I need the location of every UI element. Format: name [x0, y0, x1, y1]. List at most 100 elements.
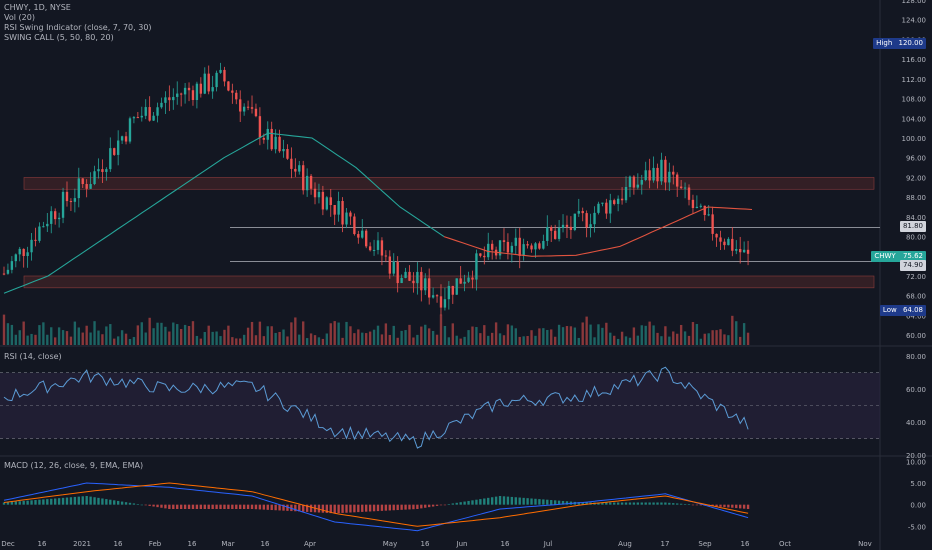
candle-body [168, 97, 171, 101]
moving-average-line-green [3, 132, 445, 294]
volume-bar [719, 329, 722, 345]
macd-histogram-bar [699, 504, 703, 506]
volume-bar [723, 334, 726, 345]
volume-bar [73, 321, 77, 345]
volume-bar [136, 325, 140, 345]
volume-bar [2, 314, 6, 345]
candle-body [152, 115, 155, 121]
macd-histogram-bar [207, 504, 210, 509]
volume-bar [250, 321, 254, 345]
volume-bar [530, 330, 533, 345]
macd-histogram-bar [676, 503, 679, 505]
candle-body [160, 102, 163, 108]
candle-body [93, 171, 96, 185]
volume-bar [140, 322, 143, 345]
volume-bar [475, 327, 478, 345]
volume-bar [510, 325, 514, 345]
volume-bar [113, 338, 116, 345]
candle-body [620, 198, 624, 201]
macd-histogram-bar [128, 502, 132, 505]
volume-bar [585, 316, 588, 345]
volume-bar [313, 335, 317, 345]
macd-histogram-bar [321, 504, 325, 513]
candle-body [353, 216, 356, 235]
candle-body [605, 202, 608, 214]
macd-histogram-bar [522, 497, 525, 505]
rsi-line [3, 366, 749, 449]
volume-bar [569, 326, 573, 345]
candle-body [172, 96, 175, 101]
macd-histogram-bar [731, 504, 734, 508]
volume-bar [14, 334, 17, 345]
volume-bar [672, 331, 675, 345]
macd-tick-label: -5.00 [908, 523, 926, 531]
volume-bar [624, 336, 628, 345]
candle-body [144, 107, 147, 116]
candle-body [250, 107, 254, 109]
time-tick-label: 16 [38, 540, 47, 548]
macd-histogram-bar [203, 504, 206, 509]
candle-body [384, 255, 388, 257]
high-value: 120.00 [898, 39, 924, 47]
time-tick-label: 16 [501, 540, 510, 548]
volume-bar [329, 323, 332, 345]
volume-bar [34, 334, 37, 345]
time-tick-label: Dec [1, 540, 15, 548]
macd-histogram-bar [687, 504, 691, 505]
price-tick-label: 60.00 [906, 332, 926, 340]
candle-body [380, 240, 384, 256]
candle-body [420, 271, 423, 291]
candle-body [219, 69, 222, 73]
volume-bar [577, 337, 580, 345]
macd-histogram-bar [616, 502, 620, 505]
macd-histogram-bar [270, 504, 273, 511]
macd-histogram-bar [412, 504, 415, 510]
candle-body [305, 175, 309, 191]
moving-average-line-red [443, 206, 753, 257]
macd-histogram-bar [148, 504, 151, 506]
candle-body [534, 243, 537, 250]
volume-bar [676, 333, 679, 345]
time-tick-label: 16 [188, 540, 197, 548]
volume-bar [160, 322, 163, 345]
low-badge: Low 64.08 [879, 305, 926, 316]
macd-histogram-bar [416, 504, 419, 509]
candle-body [498, 240, 502, 256]
macd-histogram-bar [609, 502, 612, 505]
volume-bar [463, 336, 466, 345]
price-tick-label: 72.00 [906, 273, 926, 281]
candle-body [471, 277, 474, 280]
volume-bar [632, 327, 636, 345]
volume-bar [239, 338, 242, 345]
volume-bar [69, 336, 73, 345]
macd-histogram-bar [557, 500, 561, 505]
volume-bar [203, 331, 206, 345]
volume-bar [502, 335, 506, 345]
macd-histogram-bar [577, 502, 580, 505]
candle-body [57, 217, 61, 220]
macd-histogram-bar [530, 498, 533, 505]
macd-histogram-bar [294, 504, 297, 512]
volume-bar [101, 334, 104, 345]
candle-body [215, 72, 218, 88]
candle-body [61, 191, 65, 218]
macd-histogram-bar [235, 504, 238, 509]
volume-bar [195, 335, 199, 345]
volume-bar [298, 334, 301, 345]
macd-histogram-bar [69, 497, 73, 505]
candle-body [640, 180, 643, 185]
candle-body [361, 230, 364, 238]
volume-bar [179, 329, 183, 345]
candle-body [388, 256, 391, 274]
volume-bar [325, 333, 329, 345]
volume-bar [93, 321, 96, 345]
rsi-tick-label: 60.00 [906, 386, 926, 394]
macd-histogram-bar [61, 497, 65, 505]
candle-body [337, 200, 340, 215]
candle-body [467, 277, 470, 282]
candle-body [727, 238, 730, 246]
candle-body [85, 184, 88, 189]
volume-bar [392, 325, 395, 345]
volume-bar [679, 324, 683, 345]
